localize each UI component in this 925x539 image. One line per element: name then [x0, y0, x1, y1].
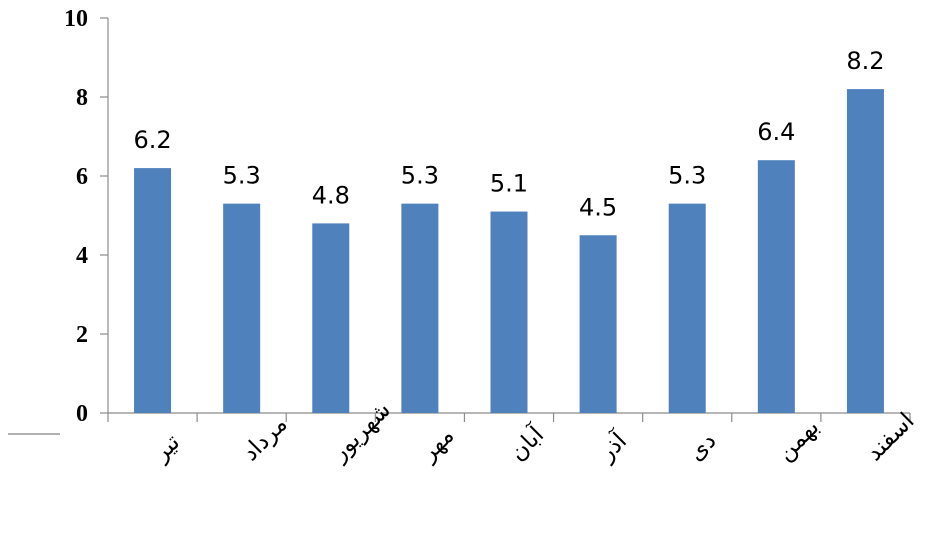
data-labels-group: 6.2 5.3 4.8 5.3 5.1 4.5 5.3 6.4 8.2: [133, 47, 884, 221]
bar: [401, 203, 439, 413]
y-tick-label: 6: [76, 164, 88, 190]
x-tick-label: آذر: [592, 426, 633, 467]
bar: [312, 223, 350, 413]
data-label: 5.1: [490, 170, 528, 198]
x-tick-label: مرداد: [238, 411, 293, 466]
data-label: 4.8: [312, 181, 350, 209]
bar: [846, 89, 884, 413]
y-tick-label: 0: [76, 401, 88, 427]
y-tick-label: 10: [64, 6, 88, 32]
data-label: 8.2: [846, 47, 884, 75]
x-tick-label: مهر: [415, 423, 459, 467]
y-tick-label: 4: [76, 243, 88, 269]
y-tick-label: 8: [76, 85, 88, 111]
x-tick-label: بهمن: [772, 414, 824, 466]
y-tick-label: 2: [76, 322, 88, 348]
data-label: 4.5: [579, 193, 617, 221]
bar: [223, 203, 261, 413]
bar: [757, 160, 795, 413]
bar: [668, 203, 706, 413]
data-label: 6.2: [133, 126, 171, 154]
y-axis: 0 2 4 6 8 10: [64, 6, 109, 427]
data-label: 5.3: [668, 162, 706, 190]
bars-group: [134, 89, 884, 413]
x-tick-labels-group: تیر مرداد شهریور مهر آبان آذر دی بهمن اسفند: [148, 397, 920, 467]
x-tick-label: دی: [683, 428, 721, 466]
x-tick-label: اسفند: [861, 408, 919, 466]
x-tick-label: تیر: [148, 429, 186, 467]
x-axis: [107, 412, 911, 422]
bar: [490, 211, 528, 413]
data-label: 6.4: [757, 118, 795, 146]
bar: [134, 168, 172, 413]
data-label: 5.3: [223, 162, 261, 190]
x-tick-label: آبان: [503, 419, 550, 466]
bar: [579, 235, 617, 413]
data-label: 5.3: [401, 162, 439, 190]
